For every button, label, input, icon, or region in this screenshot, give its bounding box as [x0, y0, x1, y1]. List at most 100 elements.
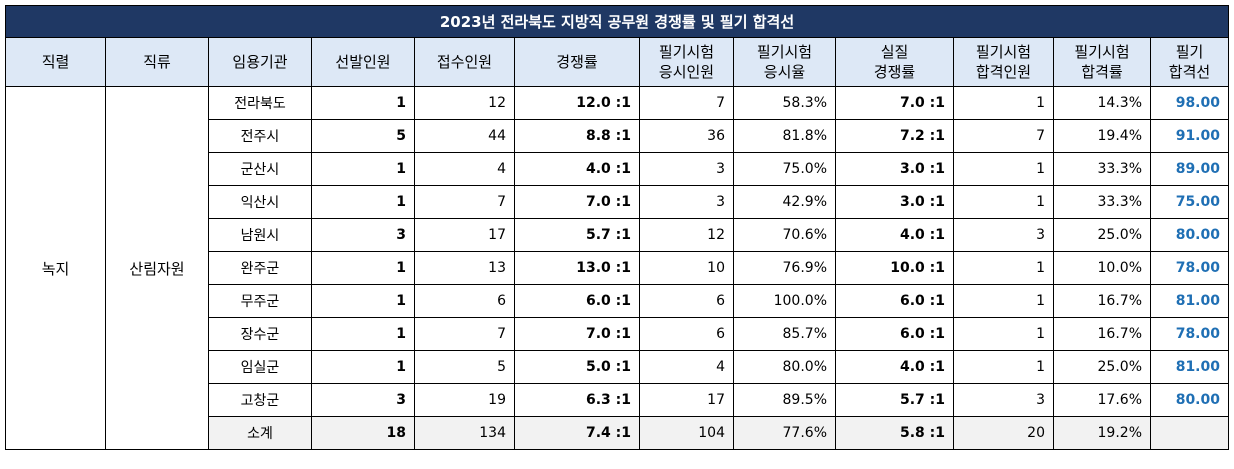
cell-test-takers: 36 [639, 119, 734, 153]
column-header-line: 필기시험 [658, 43, 715, 61]
column-header-line: 필기시험 [1074, 43, 1130, 61]
cell-ratio: 6.3 :1 [514, 383, 640, 417]
cell-test-takers: 6 [639, 284, 734, 318]
cell-test-takers: 12 [639, 218, 734, 252]
cell-selected: 5 [311, 119, 415, 153]
cell-real-ratio: 5.8 :1 [835, 416, 954, 450]
cell-pass-rate: 33.3% [1053, 185, 1151, 219]
cell-cutoff: 81.00 [1150, 284, 1229, 318]
cell-agency: 전라북도 [208, 86, 312, 120]
column-header-line: 필기시험 [975, 43, 1032, 61]
column-header: 접수인원 [414, 37, 515, 87]
cell-real-ratio: 7.2 :1 [835, 119, 954, 153]
cell-real-ratio: 4.0 :1 [835, 218, 954, 252]
cell-passed: 1 [953, 152, 1054, 186]
cell-passed: 7 [953, 119, 1054, 153]
column-header-line: 실질 [880, 43, 909, 61]
cell-take-rate: 100.0% [733, 284, 836, 318]
column-header-line: 선발인원 [335, 53, 391, 71]
cell-applicants: 17 [414, 218, 515, 252]
subtotal-row: 소계 18 134 7.4 :1 104 77.6% 5.8 :1 20 19.2% [6, 416, 1229, 450]
cell-selected: 1 [311, 86, 415, 120]
title-row: 2023년 전라북도 지방직 공무원 경쟁률 및 필기 합격선 [5, 5, 1229, 38]
cell-test-takers: 4 [639, 350, 734, 384]
column-header: 필기 합격선 [1150, 37, 1229, 87]
cell-pass-rate: 10.0% [1053, 251, 1151, 285]
cell-agency: 임실군 [208, 350, 312, 384]
cell-take-rate: 42.9% [733, 185, 836, 219]
cell-real-ratio: 3.0 :1 [835, 185, 954, 219]
cell-agency: 장수군 [208, 317, 312, 351]
cell-cutoff: 80.00 [1150, 383, 1229, 417]
cell-cutoff: 91.00 [1150, 119, 1229, 153]
cell-agency: 무주군 [208, 284, 312, 318]
cell-take-rate: 58.3% [733, 86, 836, 120]
cell-selected: 3 [311, 218, 415, 252]
cell-passed: 1 [953, 317, 1054, 351]
table-title: 2023년 전라북도 지방직 공무원 경쟁률 및 필기 합격선 [5, 5, 1229, 38]
cell-real-ratio: 10.0 :1 [835, 251, 954, 285]
cell-test-takers: 3 [639, 152, 734, 186]
cell-test-takers: 7 [639, 86, 734, 120]
column-header-line: 응시인원 [658, 63, 715, 81]
cell-pass-rate: 25.0% [1053, 350, 1151, 384]
cell-take-rate: 77.6% [733, 416, 836, 450]
cell-test-takers: 17 [639, 383, 734, 417]
table-row: 군산시 1 4 4.0 :1 3 75.0% 3.0 :1 1 33.3% 89.00 [6, 152, 1229, 186]
column-header-line: 합격선 [1168, 63, 1211, 81]
cell-agency: 전주시 [208, 119, 312, 153]
cell-cutoff [1150, 416, 1229, 450]
column-header-line: 경쟁률 [556, 53, 598, 71]
column-header-line: 응시율 [763, 63, 806, 81]
cell-pass-rate: 19.4% [1053, 119, 1151, 153]
cell-pass-rate: 25.0% [1053, 218, 1151, 252]
cell-real-ratio: 4.0 :1 [835, 350, 954, 384]
cell-ratio: 7.0 :1 [514, 317, 640, 351]
cell-agency: 완주군 [208, 251, 312, 285]
column-header-line: 임용기관 [232, 53, 288, 71]
column-header-line: 접수인원 [436, 53, 493, 71]
column-header: 직렬 [5, 37, 106, 87]
table-row: 남원시 3 17 5.7 :1 12 70.6% 4.0 :1 3 25.0% 80.00 [6, 218, 1229, 252]
column-header: 선발인원 [311, 37, 415, 87]
cell-agency: 익산시 [208, 185, 312, 219]
cell-pass-rate: 16.7% [1053, 317, 1151, 351]
cell-take-rate: 76.9% [733, 251, 836, 285]
table-row: 전주시 5 44 8.8 :1 36 81.8% 7.2 :1 7 19.4% 91.00 [6, 119, 1229, 153]
column-header-line: 합격인원 [975, 63, 1032, 81]
competition-table-container: 2023년 전라북도 지방직 공무원 경쟁률 및 필기 합격선 직렬 직류 임용기관… [5, 5, 1229, 450]
cell-selected: 1 [311, 317, 415, 351]
column-header-line: 합격률 [1081, 63, 1123, 81]
table-row: 임실군 1 5 5.0 :1 4 80.0% 4.0 :1 1 25.0% 81.00 [6, 350, 1229, 384]
cell-real-ratio: 6.0 :1 [835, 317, 954, 351]
table-row: 무주군 1 6 6.0 :1 6 100.0% 6.0 :1 1 16.7% 81.00 [6, 284, 1229, 318]
cell-test-takers: 10 [639, 251, 734, 285]
cell-applicants: 134 [414, 416, 515, 450]
table-row: 고창군 3 19 6.3 :1 17 89.5% 5.7 :1 3 17.6% 80.00 [6, 383, 1229, 417]
cell-agency: 고창군 [208, 383, 312, 417]
cell-applicants: 44 [414, 119, 515, 153]
cell-cutoff: 98.00 [1150, 86, 1229, 120]
column-header: 임용기관 [208, 37, 312, 87]
cell-ratio: 4.0 :1 [514, 152, 640, 186]
column-header-line: 직렬 [41, 53, 70, 71]
cell-passed: 20 [953, 416, 1054, 450]
column-header-line: 필기시험 [756, 43, 813, 61]
table-row: 장수군 1 7 7.0 :1 6 85.7% 6.0 :1 1 16.7% 78.00 [6, 317, 1229, 351]
cell-selected: 1 [311, 152, 415, 186]
cell-cutoff: 78.00 [1150, 251, 1229, 285]
category-cell: 산림자원 [105, 86, 209, 450]
header-row: 직렬 직류 임용기관 선발인원 접수인원 경쟁률 필기시험 응시인원 필기시험 응시율 실질 경쟁률 필… [5, 37, 1229, 87]
column-header-line: 경쟁률 [873, 63, 916, 81]
cell-agency: 소계 [208, 416, 312, 450]
cell-agency: 남원시 [208, 218, 312, 252]
cell-ratio: 6.0 :1 [514, 284, 640, 318]
competition-table: 2023년 전라북도 지방직 공무원 경쟁률 및 필기 합격선 직렬 직류 임용기관… [5, 5, 1229, 450]
cell-selected: 1 [311, 284, 415, 318]
series-cell: 녹지 [5, 86, 106, 450]
